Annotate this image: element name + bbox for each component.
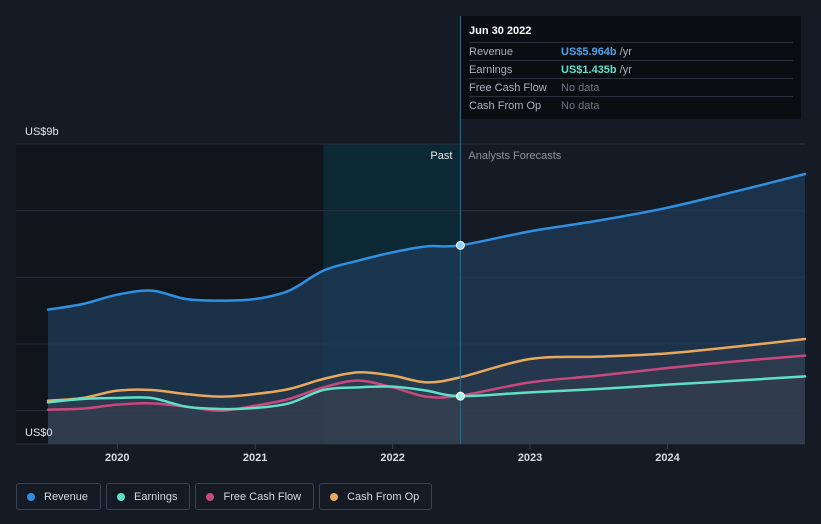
legend-label: Revenue: [44, 490, 89, 503]
earnings-line: [46, 375, 807, 411]
tooltip-unit: /yr: [619, 63, 632, 76]
tooltip-value: No data: [561, 81, 600, 94]
hover-tooltip: Jun 30 2022 Revenue US$5.964b /yr Earnin…: [461, 16, 801, 119]
tooltip-value: US$5.964b: [561, 45, 617, 58]
earnings-dot-icon: [117, 492, 126, 501]
x-tick-label: 2024: [655, 452, 680, 464]
tooltip-label: Earnings: [469, 63, 513, 76]
revenue-line: [46, 172, 807, 311]
legend-label: Cash From Op: [347, 490, 420, 503]
chart-legend: Revenue Earnings Free Cash Flow Cash Fro…: [16, 483, 433, 510]
legend-label: Earnings: [134, 490, 178, 503]
y-axis-top-label: US$9b: [25, 126, 59, 138]
tooltip-row-earnings: Earnings US$1.435b /yr: [469, 61, 793, 79]
legend-item-cash-from-op[interactable]: Cash From Op: [319, 483, 433, 510]
series-lines: [46, 172, 807, 412]
past-label: Past: [430, 150, 452, 162]
free-cash-flow-line: [46, 354, 807, 412]
tooltip-value: US$1.435b: [561, 63, 617, 76]
free-cash-flow-area: [48, 355, 805, 444]
revenue-dot-icon: [27, 492, 35, 501]
earnings-area: [48, 376, 805, 444]
tooltip-value: No data: [561, 99, 600, 112]
cash-from-op-line: [46, 337, 807, 402]
tooltip-date: Jun 30 2022: [469, 24, 793, 43]
tooltip-row-revenue: Revenue US$5.964b /yr: [469, 43, 793, 61]
legend-item-earnings[interactable]: Earnings: [106, 483, 191, 510]
legend-item-free-cash-flow[interactable]: Free Cash Flow: [195, 483, 315, 510]
tooltip-label: Revenue: [469, 45, 514, 58]
x-tick-label: 2020: [105, 452, 129, 464]
legend-label: Free Cash Flow: [223, 490, 302, 503]
forecast-label: Analysts Forecasts: [468, 150, 561, 162]
x-tick-label: 2023: [518, 452, 542, 464]
x-tick-label: 2022: [380, 452, 404, 464]
x-tick-label: 2021: [243, 452, 267, 464]
legend-item-revenue[interactable]: Revenue: [16, 483, 102, 510]
revenue-hover-marker: [455, 240, 465, 250]
y-axis-bottom-label: US$0: [25, 427, 53, 439]
tooltip-row-cash-from-op: Cash From Op No data: [469, 97, 793, 114]
cash-from-op-dot-icon: [330, 492, 339, 501]
tooltip-unit: /yr: [619, 45, 632, 58]
hover-markers: [455, 240, 465, 401]
tooltip-label: Free Cash Flow: [469, 81, 547, 94]
tooltip-row-free-cash-flow: Free Cash Flow No data: [469, 79, 793, 97]
revenue-area: [48, 174, 805, 444]
x-axis-ticks: 2020 2021 2022 2023 2024: [105, 444, 681, 464]
free-cash-flow-dot-icon: [206, 492, 215, 501]
tooltip-label: Cash From Op: [469, 99, 542, 112]
earnings-hover-marker: [455, 391, 465, 401]
